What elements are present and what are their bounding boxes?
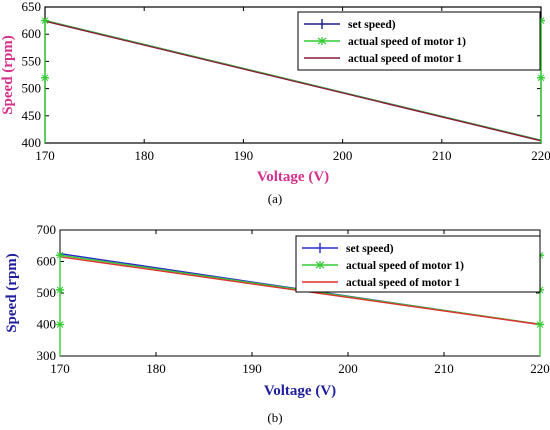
x-tick-label: 220 [531,148,550,163]
panel-caption-a: (a) [268,191,282,206]
y-tick-label: 550 [22,53,42,68]
x-axis-label-a: Voltage (V) [257,169,329,185]
x-tick-label: 170 [50,361,70,376]
x-tick-label: 180 [146,361,166,376]
x-tick-label: 190 [234,148,254,163]
tick-group-b: 170 180 190 200 210 220 300 400 500 600 700 [37,222,550,376]
legend-label: set speed) [348,19,396,31]
y-tick-label: 450 [22,108,42,123]
x-tick-label: 220 [530,361,550,376]
endpoint-star [56,251,64,259]
y-tick-label: 300 [37,348,57,363]
x-tick-label: 180 [134,148,154,163]
y-tick-label: 400 [37,317,57,332]
endpoint-star [536,321,544,328]
legend-marker [317,37,327,45]
legend-label: actual speed of motor 1) [346,260,464,272]
endpoint-star [41,17,49,24]
legend-label: set speed) [346,243,394,255]
y-tick-label: 650 [22,0,42,14]
y-tick-label: 600 [37,254,57,269]
endpoint-star [56,286,64,294]
endpoint-star [41,74,49,82]
chart-panel-b: 170 180 190 200 210 220 300 400 500 600 700 set sp… [4,222,550,425]
panel-caption-b: (b) [267,410,282,425]
x-tick-label: 200 [333,148,353,163]
x-tick-label: 190 [242,361,262,376]
legend-b: set speed) actual speed of motor 1) actual… [295,235,541,293]
legend-label: actual speed of motor 1 [346,277,460,289]
y-tick-label: 700 [37,222,57,237]
y-axis-label-b: Speed (rpm) [4,253,20,333]
x-tick-label: 200 [338,361,358,376]
series-group-a [41,17,545,143]
legend-label: actual speed of motor 1 [348,53,462,65]
chart-panel-a: 170 180 190 200 210 220 400 450 500 550 600 650 set… [0,0,550,206]
legend-marker [315,261,325,269]
endpoint-star [537,74,545,82]
legend-label: actual speed of motor 1) [348,36,466,48]
series-line [44,20,542,142]
y-tick-label: 500 [22,81,42,96]
x-tick-label: 210 [434,361,454,376]
x-tick-label: 170 [35,148,55,163]
endpoint-star [56,321,64,328]
y-axis-label-a: Speed (rpm) [0,35,16,115]
legend-a: set speed) actual speed of motor 1) actual… [297,11,541,71]
y-tick-label: 500 [37,285,57,300]
x-tick-label: 210 [432,148,452,163]
x-axis-label-b: Voltage (V) [264,383,336,399]
y-tick-label: 400 [22,135,42,150]
y-tick-label: 600 [22,26,42,41]
